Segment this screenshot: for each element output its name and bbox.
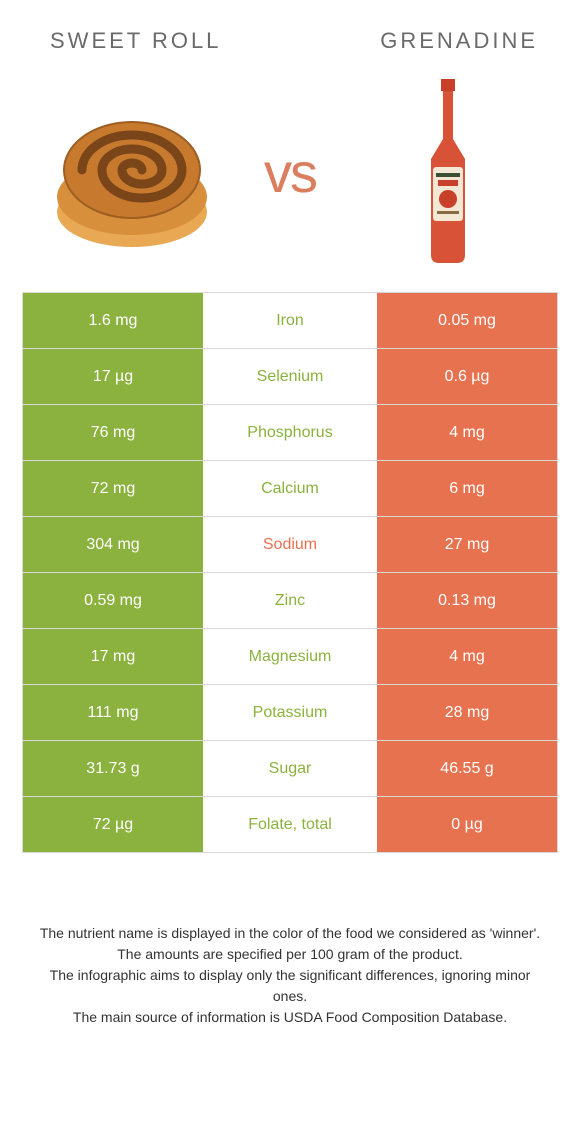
right-food-title: Grenadine [380, 28, 538, 54]
sweet-roll-icon [32, 72, 232, 272]
nutrient-name: Selenium [203, 349, 377, 404]
header: Sweet roll Grenadine [22, 28, 558, 54]
right-value: 27 mg [377, 517, 557, 572]
images-row: vs [22, 72, 558, 272]
left-value: 111 mg [23, 685, 203, 740]
nutrient-name: Iron [203, 293, 377, 348]
left-value: 17 mg [23, 629, 203, 684]
left-value: 1.6 mg [23, 293, 203, 348]
footer-line: The amounts are specified per 100 gram o… [32, 944, 548, 965]
footer-line: The nutrient name is displayed in the co… [32, 923, 548, 944]
footer-text: The nutrient name is displayed in the co… [22, 923, 558, 1028]
left-value: 72 mg [23, 461, 203, 516]
nutrient-name: Phosphorus [203, 405, 377, 460]
right-value: 28 mg [377, 685, 557, 740]
nutrient-table: 1.6 mgIron0.05 mg17 µgSelenium0.6 µg76 m… [22, 292, 558, 853]
right-value: 4 mg [377, 629, 557, 684]
left-value: 17 µg [23, 349, 203, 404]
left-value: 76 mg [23, 405, 203, 460]
table-row: 76 mgPhosphorus4 mg [23, 405, 557, 461]
nutrient-name: Magnesium [203, 629, 377, 684]
footer-line: The main source of information is USDA F… [32, 1007, 548, 1028]
table-row: 304 mgSodium27 mg [23, 517, 557, 573]
left-value: 0.59 mg [23, 573, 203, 628]
table-row: 1.6 mgIron0.05 mg [23, 293, 557, 349]
right-value: 46.55 g [377, 741, 557, 796]
right-value: 6 mg [377, 461, 557, 516]
table-row: 111 mgPotassium28 mg [23, 685, 557, 741]
table-row: 72 mgCalcium6 mg [23, 461, 557, 517]
table-row: 17 mgMagnesium4 mg [23, 629, 557, 685]
table-row: 31.73 gSugar46.55 g [23, 741, 557, 797]
nutrient-name: Sugar [203, 741, 377, 796]
left-value: 31.73 g [23, 741, 203, 796]
footer-line: The infographic aims to display only the… [32, 965, 548, 1007]
nutrient-name: Folate, total [203, 797, 377, 852]
table-row: 0.59 mgZinc0.13 mg [23, 573, 557, 629]
table-row: 17 µgSelenium0.6 µg [23, 349, 557, 405]
nutrient-name: Sodium [203, 517, 377, 572]
right-value: 4 mg [377, 405, 557, 460]
right-value: 0.13 mg [377, 573, 557, 628]
table-row: 72 µgFolate, total0 µg [23, 797, 557, 853]
right-value: 0 µg [377, 797, 557, 852]
left-food-title: Sweet roll [50, 28, 221, 54]
nutrient-name: Potassium [203, 685, 377, 740]
grenadine-bottle-icon [348, 72, 548, 272]
left-value: 72 µg [23, 797, 203, 852]
right-value: 0.05 mg [377, 293, 557, 348]
vs-label: vs [264, 140, 316, 205]
nutrient-name: Zinc [203, 573, 377, 628]
nutrient-name: Calcium [203, 461, 377, 516]
left-value: 304 mg [23, 517, 203, 572]
right-value: 0.6 µg [377, 349, 557, 404]
